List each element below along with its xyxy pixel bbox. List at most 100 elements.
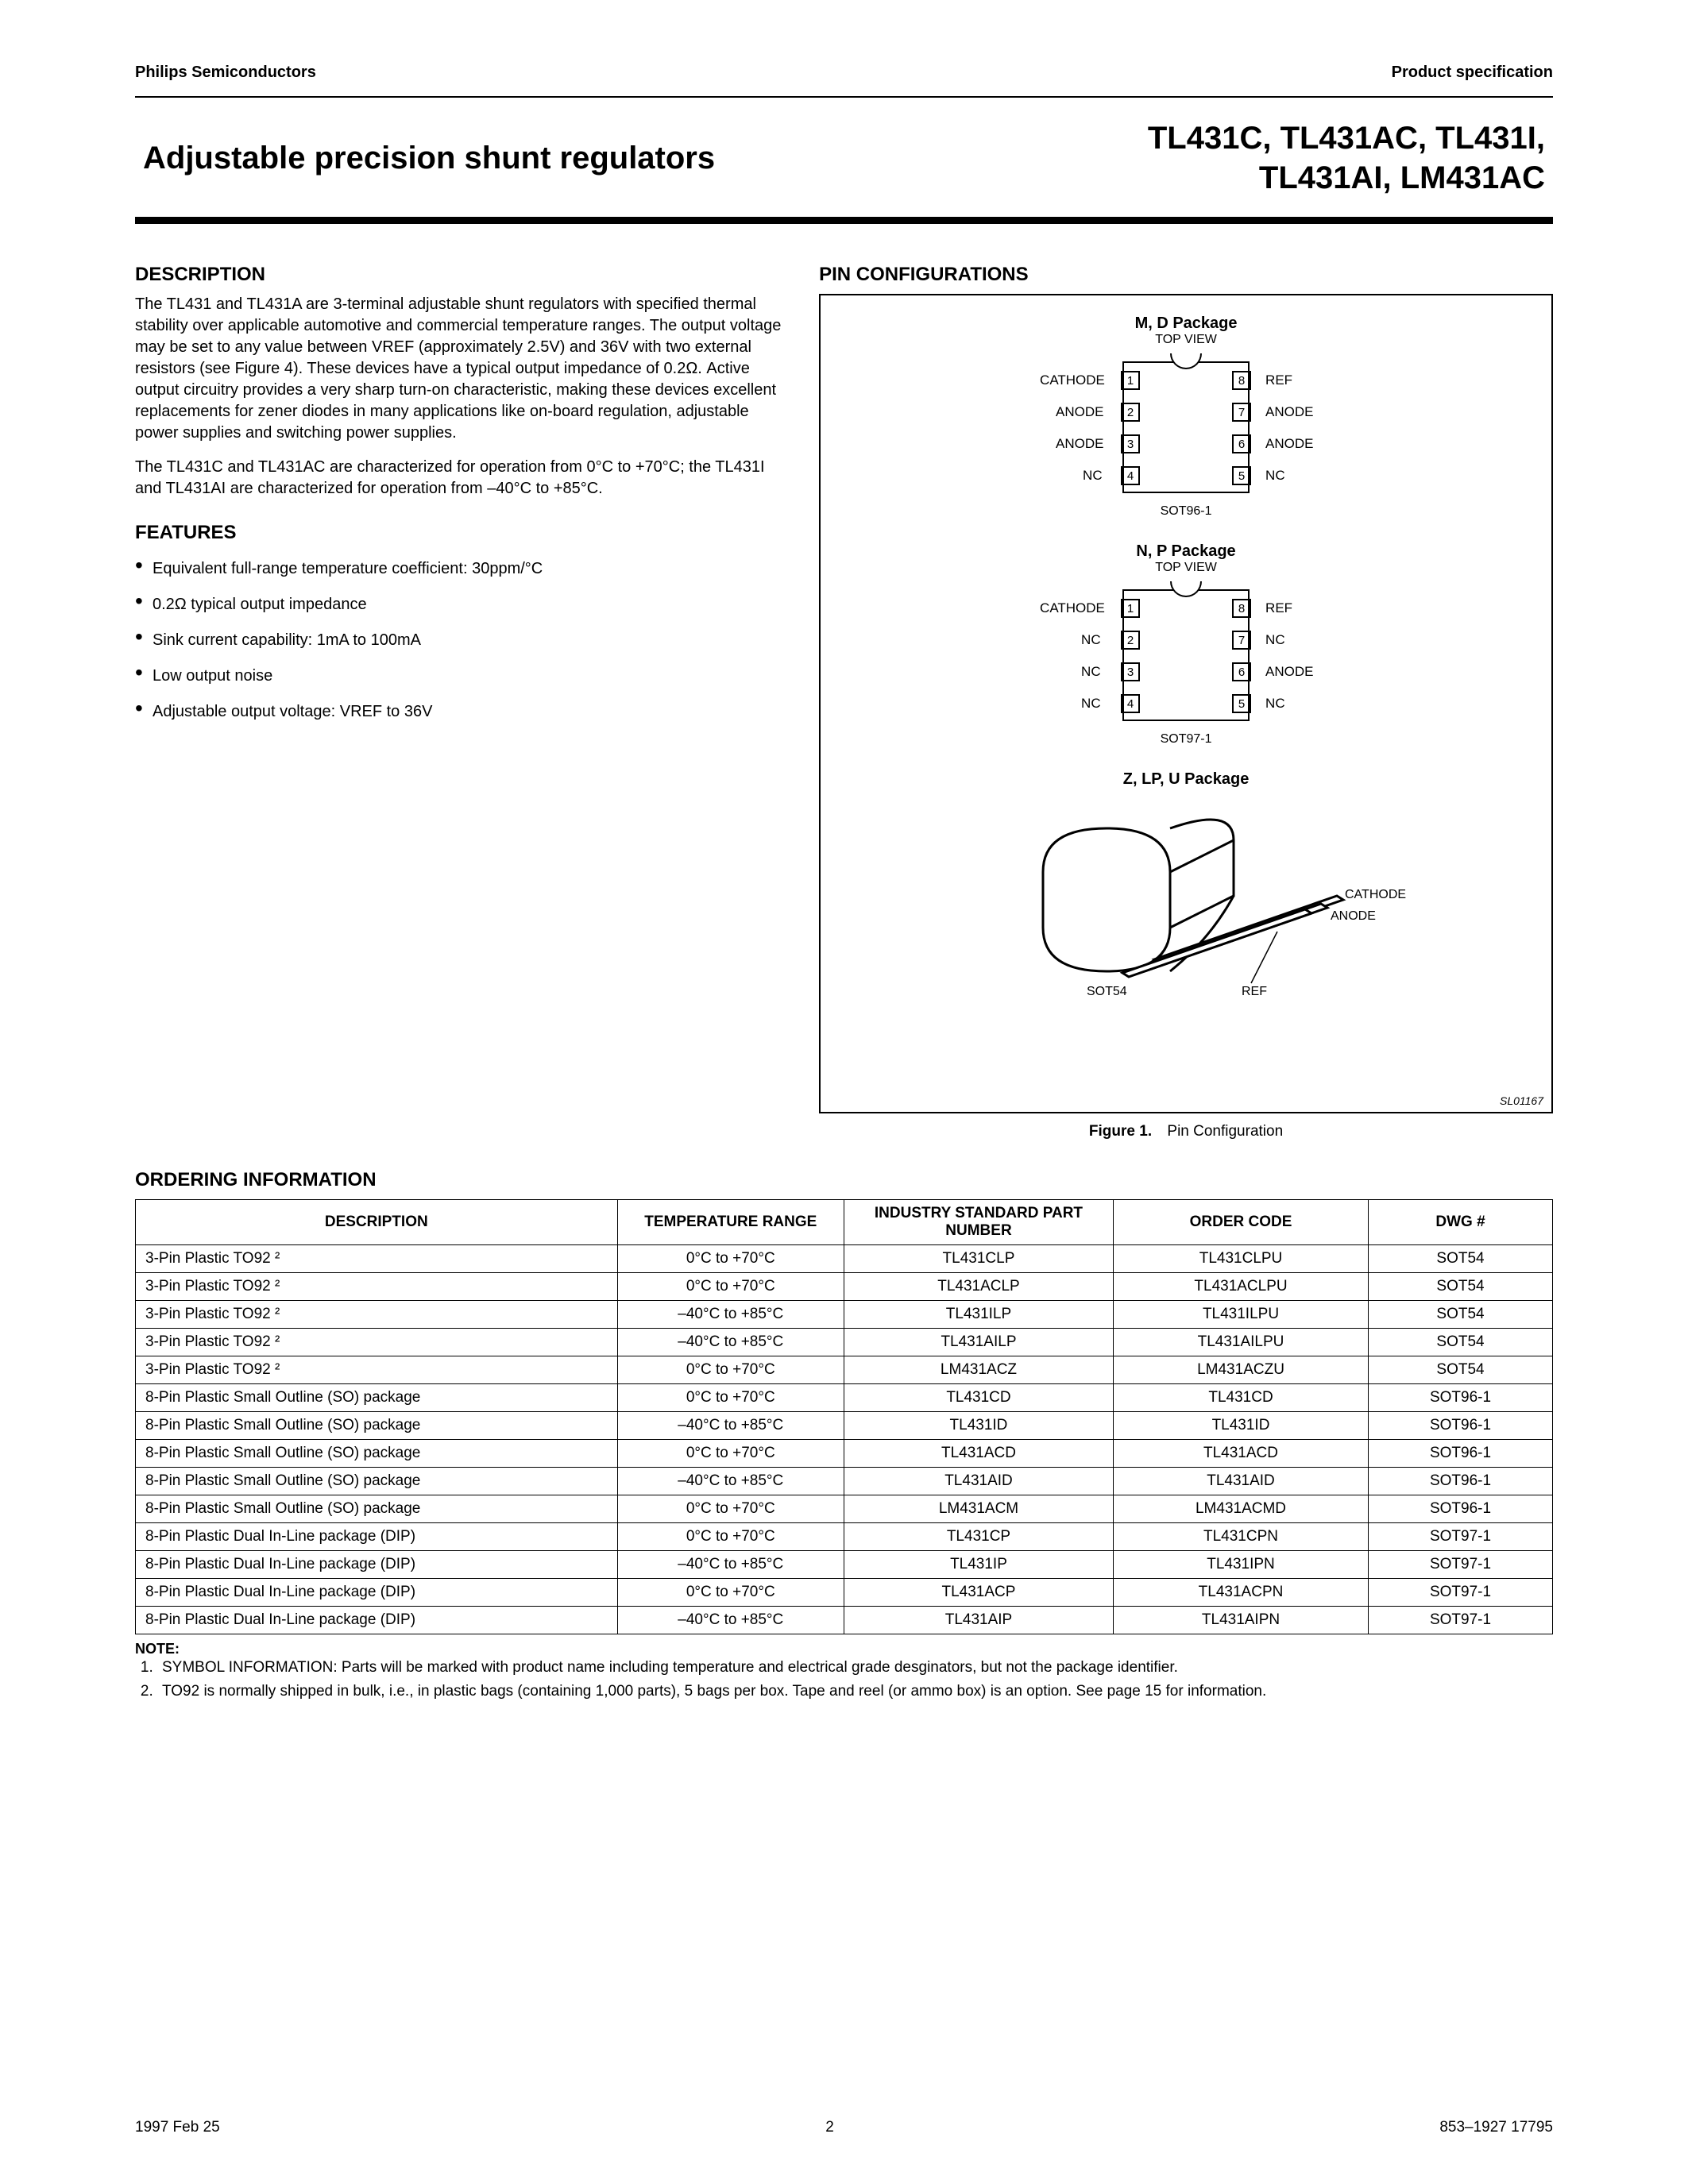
figure-title: Pin Configuration (1167, 1123, 1283, 1140)
table-header: TEMPERATURE RANGE (617, 1200, 844, 1245)
table-cell: TL431CLP (844, 1245, 1114, 1273)
table-cell: TL431CD (1113, 1384, 1368, 1412)
table-cell: 0°C to +70°C (617, 1356, 844, 1384)
rule-thin (135, 96, 1553, 98)
figure-number: Figure 1. (1089, 1123, 1152, 1140)
table-cell: SOT96-1 (1369, 1495, 1553, 1523)
table-cell: SOT97-1 (1369, 1607, 1553, 1634)
features-list: Equivalent full-range temperature coeffi… (135, 558, 787, 723)
table-cell: TL431AIPN (1113, 1607, 1368, 1634)
pin-config-box: M, D Package TOP VIEW 1 CATHODE 2 ANODE … (819, 294, 1553, 1113)
table-cell: SOT96-1 (1369, 1384, 1553, 1412)
description-para2: The TL431C and TL431AC are characterized… (135, 457, 787, 500)
table-cell: 8-Pin Plastic Small Outline (SO) package (136, 1495, 618, 1523)
table-cell: TL431AID (1113, 1468, 1368, 1495)
table-row: 8-Pin Plastic Small Outline (SO) package… (136, 1495, 1553, 1523)
table-cell: 0°C to +70°C (617, 1495, 844, 1523)
table-cell: –40°C to +85°C (617, 1412, 844, 1440)
table-cell: 8-Pin Plastic Small Outline (SO) package (136, 1384, 618, 1412)
table-cell: 0°C to +70°C (617, 1579, 844, 1607)
table-cell: SOT97-1 (1369, 1551, 1553, 1579)
title-block: Adjustable precision shunt regulators TL… (135, 102, 1553, 217)
table-cell: LM431ACMD (1113, 1495, 1368, 1523)
pinconfig-head: PIN CONFIGURATIONS (819, 264, 1553, 286)
table-cell: 3-Pin Plastic TO92 ² (136, 1329, 618, 1356)
table-cell: TL431ILPU (1113, 1301, 1368, 1329)
table-cell: 8-Pin Plastic Dual In-Line package (DIP) (136, 1523, 618, 1551)
table-header: INDUSTRY STANDARD PART NUMBER (844, 1200, 1114, 1245)
table-row: 8-Pin Plastic Dual In-Line package (DIP)… (136, 1523, 1553, 1551)
feature-item: Equivalent full-range temperature coeffi… (135, 558, 787, 580)
left-column: DESCRIPTION The TL431 and TL431A are 3-t… (135, 264, 787, 1140)
md-sot: SOT96-1 (835, 504, 1537, 519)
table-cell: TL431IP (844, 1551, 1114, 1579)
table-cell: SOT54 (1369, 1245, 1553, 1273)
table-cell: SOT97-1 (1369, 1579, 1553, 1607)
table-cell: 8-Pin Plastic Dual In-Line package (DIP) (136, 1607, 618, 1634)
features-head: FEATURES (135, 522, 787, 544)
table-row: 3-Pin Plastic TO92 ²0°C to +70°CLM431ACZ… (136, 1356, 1553, 1384)
table-cell: 8-Pin Plastic Small Outline (SO) package (136, 1468, 618, 1495)
table-row: 8-Pin Plastic Small Outline (SO) package… (136, 1468, 1553, 1495)
table-cell: 3-Pin Plastic TO92 ² (136, 1356, 618, 1384)
table-cell: 0°C to +70°C (617, 1273, 844, 1301)
table-cell: TL431ILP (844, 1301, 1114, 1329)
md-title: M, D Package (835, 314, 1537, 333)
table-cell: TL431ACP (844, 1579, 1114, 1607)
table-cell: TL431ID (1113, 1412, 1368, 1440)
table-cell: –40°C to +85°C (617, 1551, 844, 1579)
table-cell: SOT96-1 (1369, 1440, 1553, 1468)
table-header: DWG # (1369, 1200, 1553, 1245)
table-cell: TL431CPN (1113, 1523, 1368, 1551)
table-cell: TL431AID (844, 1468, 1114, 1495)
np-chip-diagram: 1 CATHODE 2 NC 3 NC 4 NC 8 REF 7 NC 6 AN… (1035, 581, 1337, 729)
parts-line1: TL431C, TL431AC, TL431I, (1148, 118, 1545, 158)
table-cell: –40°C to +85°C (617, 1329, 844, 1356)
table-cell: 8-Pin Plastic Small Outline (SO) package (136, 1440, 618, 1468)
table-cell: 0°C to +70°C (617, 1440, 844, 1468)
note-head: NOTE: (135, 1641, 1553, 1657)
page-number: 2 (825, 2119, 834, 2136)
table-cell: TL431ID (844, 1412, 1114, 1440)
table-cell: 8-Pin Plastic Dual In-Line package (DIP) (136, 1579, 618, 1607)
header-right: Product specification (1392, 64, 1553, 82)
table-cell: SOT54 (1369, 1301, 1553, 1329)
table-row: 3-Pin Plastic TO92 ²–40°C to +85°CTL431I… (136, 1301, 1553, 1329)
table-cell: 3-Pin Plastic TO92 ² (136, 1245, 618, 1273)
feature-item: Low output noise (135, 666, 787, 687)
table-cell: SOT54 (1369, 1273, 1553, 1301)
table-cell: TL431ACPN (1113, 1579, 1368, 1607)
table-cell: TL431CLPU (1113, 1245, 1368, 1273)
md-sub: TOP VIEW (835, 333, 1537, 347)
table-cell: TL431AILP (844, 1329, 1114, 1356)
table-row: 3-Pin Plastic TO92 ²0°C to +70°CTL431ACL… (136, 1273, 1553, 1301)
diagram-id: SL01167 (1500, 1094, 1543, 1107)
table-cell: –40°C to +85°C (617, 1607, 844, 1634)
ref-label: REF (1242, 985, 1267, 998)
header-left: Philips Semiconductors (135, 64, 316, 82)
np-sot: SOT97-1 (835, 732, 1537, 747)
footer-date: 1997 Feb 25 (135, 2119, 220, 2136)
table-cell: TL431ACLPU (1113, 1273, 1368, 1301)
ordering-table: DESCRIPTIONTEMPERATURE RANGEINDUSTRY STA… (135, 1199, 1553, 1634)
table-row: 8-Pin Plastic Small Outline (SO) package… (136, 1440, 1553, 1468)
cathode-label: CATHODE (1345, 888, 1406, 901)
note-list: SYMBOL INFORMATION: Parts will be marked… (135, 1657, 1553, 1701)
np-title: N, P Package (835, 542, 1537, 561)
table-cell: 0°C to +70°C (617, 1384, 844, 1412)
sot54-label: SOT54 (1087, 985, 1127, 998)
table-cell: LM431ACZU (1113, 1356, 1368, 1384)
table-cell: LM431ACZ (844, 1356, 1114, 1384)
note-1: SYMBOL INFORMATION: Parts will be marked… (157, 1657, 1553, 1678)
doc-title: Adjustable precision shunt regulators (143, 141, 715, 176)
table-row: 3-Pin Plastic TO92 ²–40°C to +85°CTL431A… (136, 1329, 1553, 1356)
table-cell: LM431ACM (844, 1495, 1114, 1523)
feature-item: 0.2Ω typical output impedance (135, 594, 787, 615)
table-cell: TL431CP (844, 1523, 1114, 1551)
parts-line2: TL431AI, LM431AC (1148, 158, 1545, 198)
part-numbers: TL431C, TL431AC, TL431I, TL431AI, LM431A… (1148, 118, 1545, 198)
zlpu-package-block: Z, LP, U Package (835, 770, 1537, 1082)
table-row: 8-Pin Plastic Dual In-Line package (DIP)… (136, 1607, 1553, 1634)
footer-id: 853–1927 17795 (1439, 2119, 1553, 2136)
table-header: ORDER CODE (1113, 1200, 1368, 1245)
